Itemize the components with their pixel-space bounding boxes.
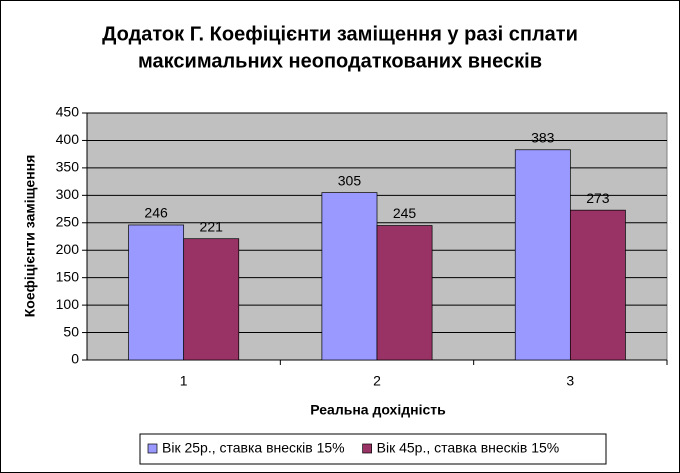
y-tick-label: 350 [56, 159, 80, 175]
y-tick-label: 150 [56, 268, 80, 284]
bar [321, 192, 378, 361]
bar [128, 224, 185, 361]
y-tick-label: 50 [63, 323, 79, 339]
x-tick-label: 3 [566, 373, 574, 389]
bar [569, 209, 626, 361]
plot-area: 0 50 100 150 200 250 300 350 400 450 1 246 221 2 305 24… [56, 104, 668, 389]
y-axis-title: Коефіцієнти заміщення [22, 155, 38, 318]
y-tick-label: 100 [56, 296, 80, 312]
legend-label: Вік 45р., ставка внесків 15% [377, 440, 560, 456]
value-label: 273 [586, 190, 610, 206]
bar [376, 225, 433, 361]
y-tick-label: 250 [56, 213, 80, 229]
y-tick-label: 400 [56, 131, 80, 147]
x-tick-label: 1 [180, 373, 188, 389]
value-label: 305 [338, 172, 362, 188]
bar [514, 149, 571, 361]
bar [183, 238, 240, 361]
legend-box [139, 433, 607, 465]
legend: Вік 25р., ставка внесків 15% Вік 45р., ст… [139, 433, 607, 465]
y-tick-label: 300 [56, 186, 80, 202]
legend-label: Вік 25р., ставка внесків 15% [162, 440, 345, 456]
y-tick-label: 450 [56, 104, 80, 120]
value-label: 246 [144, 205, 168, 221]
legend-swatch [147, 443, 158, 454]
y-tick-label: 200 [56, 241, 80, 257]
value-label: 383 [531, 129, 555, 145]
value-label: 245 [393, 205, 417, 221]
x-tick-label: 2 [373, 373, 381, 389]
y-tick-label: 0 [71, 351, 79, 367]
x-axis-title: Реальна дохідність [310, 402, 446, 418]
chart-title: максимальних неоподаткованих внесків [138, 50, 542, 72]
value-label: 221 [200, 218, 224, 234]
legend-swatch [362, 443, 372, 454]
chart-title: Додаток Г. Коефіцієнти заміщення у разі … [102, 23, 578, 45]
